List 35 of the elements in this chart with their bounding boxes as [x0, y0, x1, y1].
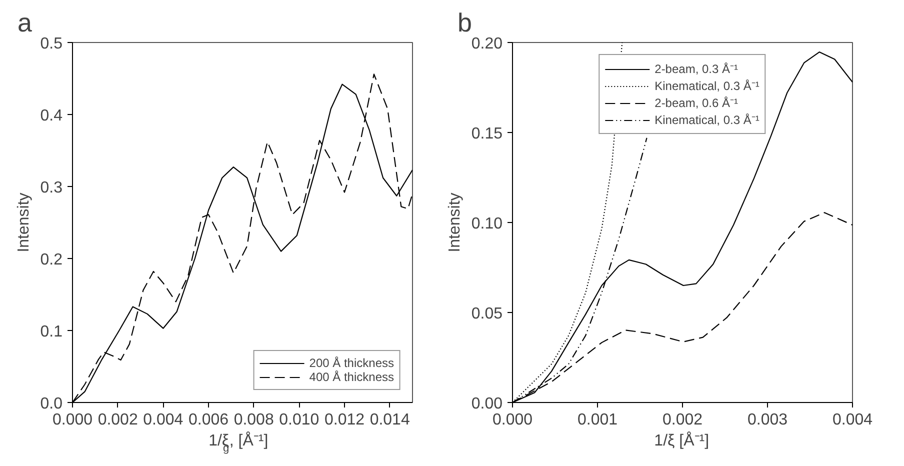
x-tick-label: 0.004	[143, 412, 184, 428]
y-axis-title: Intensity	[446, 192, 464, 252]
y-tick-label: 0.2	[40, 252, 63, 268]
legend-label: 2-beam, 0.6 Å⁻¹	[654, 95, 738, 111]
y-axis-title: Intensity	[15, 192, 32, 252]
x-tick-label: 0.010	[279, 412, 320, 428]
y-tick-label: 0.15	[471, 126, 503, 142]
x-axis-title: 1/ξ [Å⁻¹]	[654, 432, 710, 450]
x-tick-label: 0.003	[747, 412, 788, 428]
x-tick-label: 0.001	[577, 412, 618, 428]
chart-title: a	[18, 8, 32, 38]
x-tick-label: 0.000	[52, 412, 93, 428]
legend-label: 400 Å thickness	[309, 370, 394, 384]
y-tick-label: 0.00	[471, 396, 503, 412]
y-tick-label: 0.20	[471, 36, 503, 52]
y-tick-label: 0.05	[471, 306, 503, 322]
legend-label: 2-beam, 0.3 Å⁻¹	[654, 61, 738, 77]
x-tick-label: 0.014	[370, 412, 410, 428]
x-tick-label: 0.008	[234, 412, 274, 428]
y-tick-label: 0.4	[40, 108, 63, 124]
x-tick-label: 0.006	[188, 412, 229, 428]
y-tick-label: 0.3	[40, 180, 63, 196]
x-tick-label: 0.002	[98, 412, 138, 428]
y-tick-label: 0.1	[40, 324, 63, 340]
x-tick-label: 0.004	[832, 412, 873, 428]
x-tick-label: 0.012	[324, 412, 365, 428]
legend-label: 200 Å thickness	[309, 356, 394, 370]
x-tick-label: 0.002	[662, 412, 703, 428]
y-tick-label: 0.0	[40, 396, 63, 412]
x-tick-label: 0.000	[492, 412, 533, 428]
legend-label: Kinematical, 0.3 Å⁻¹	[654, 78, 760, 94]
chart-title: b	[458, 8, 472, 38]
legend-label: Kinematical, 0.3 Å⁻¹	[654, 112, 760, 128]
y-tick-label: 0.10	[471, 216, 503, 232]
y-tick-label: 0.5	[40, 36, 63, 52]
